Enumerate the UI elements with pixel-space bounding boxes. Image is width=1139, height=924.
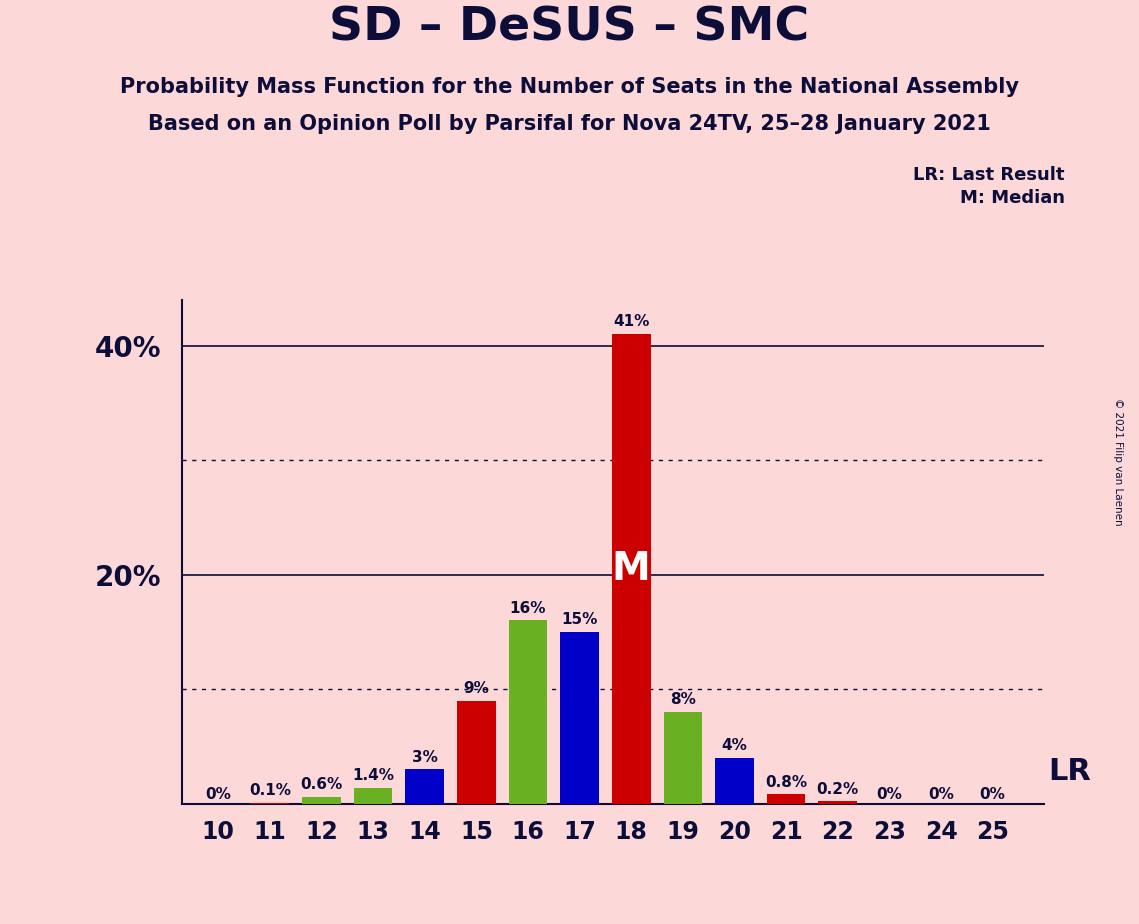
Text: 0.8%: 0.8%: [765, 775, 808, 790]
Text: 3%: 3%: [412, 749, 437, 765]
Bar: [354, 787, 393, 804]
Text: SD – DeSUS – SMC: SD – DeSUS – SMC: [329, 6, 810, 51]
Text: M: Median: M: Median: [960, 189, 1065, 207]
Bar: [715, 758, 754, 804]
Text: 0.2%: 0.2%: [817, 782, 859, 796]
Bar: [664, 712, 703, 804]
Bar: [251, 803, 289, 804]
Text: 41%: 41%: [613, 314, 649, 330]
Text: 0%: 0%: [876, 787, 902, 802]
Text: 8%: 8%: [670, 692, 696, 708]
Text: 16%: 16%: [510, 601, 547, 615]
Text: 0%: 0%: [928, 787, 954, 802]
Bar: [457, 700, 495, 804]
Text: Probability Mass Function for the Number of Seats in the National Assembly: Probability Mass Function for the Number…: [120, 77, 1019, 97]
Text: 15%: 15%: [562, 613, 598, 627]
Text: LR: Last Result: LR: Last Result: [913, 166, 1065, 184]
Bar: [560, 632, 599, 804]
Text: 1.4%: 1.4%: [352, 768, 394, 783]
Bar: [612, 334, 650, 804]
Bar: [819, 801, 858, 804]
Text: 0%: 0%: [980, 787, 1006, 802]
Text: 0%: 0%: [205, 787, 231, 802]
Text: 4%: 4%: [722, 738, 747, 753]
Bar: [767, 795, 805, 804]
Text: Based on an Opinion Poll by Parsifal for Nova 24TV, 25–28 January 2021: Based on an Opinion Poll by Parsifal for…: [148, 114, 991, 134]
Text: 9%: 9%: [464, 681, 490, 696]
Text: © 2021 Filip van Laenen: © 2021 Filip van Laenen: [1114, 398, 1123, 526]
Bar: [302, 796, 341, 804]
Text: 0.1%: 0.1%: [248, 783, 290, 798]
Bar: [405, 770, 444, 804]
Text: 0.6%: 0.6%: [301, 777, 343, 792]
Text: LR: LR: [1049, 757, 1091, 786]
Text: M: M: [612, 550, 650, 588]
Bar: [509, 620, 548, 804]
